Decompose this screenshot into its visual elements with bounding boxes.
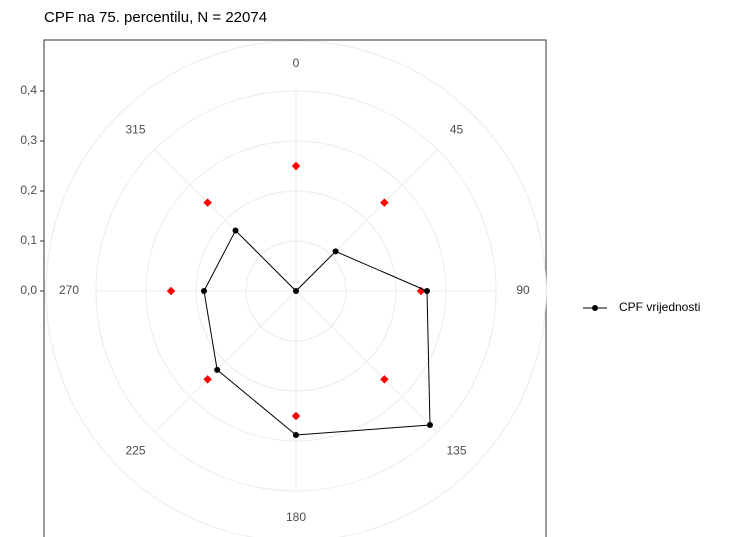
angle-label: 135 (446, 444, 466, 458)
series-line (203, 229, 431, 436)
series-point (232, 227, 239, 234)
threshold-point (380, 198, 389, 207)
y-tick-label: 0,3 (20, 133, 37, 147)
chart-title: CPF na 75. percentilu, N = 22074 (44, 9, 267, 26)
threshold-point (380, 375, 389, 384)
angle-label: 0 (293, 56, 300, 70)
series-point (293, 432, 299, 438)
legend-point (592, 305, 598, 311)
angle-label: 45 (450, 123, 464, 137)
angle-label: 90 (516, 283, 530, 297)
series-point (214, 366, 221, 373)
threshold-point (203, 198, 212, 207)
y-tick-label: 0,0 (20, 283, 37, 297)
angle-label: 270 (59, 283, 79, 297)
threshold-point (166, 286, 176, 296)
grid-spoke (295, 290, 438, 433)
angle-label: 225 (125, 444, 145, 458)
grid-spoke (154, 290, 297, 433)
series-point (424, 288, 430, 294)
legend-label: CPF vrijednosti (619, 300, 700, 314)
threshold-point (291, 161, 301, 171)
angle-label: 180 (286, 510, 306, 524)
y-tick-label: 0,1 (20, 233, 37, 247)
series-point (332, 248, 339, 255)
threshold-point (203, 375, 212, 384)
y-tick-label: 0,2 (20, 183, 37, 197)
angle-label: 315 (125, 123, 145, 137)
series-point (293, 288, 299, 294)
series-point (426, 421, 433, 428)
series-point (201, 288, 207, 294)
y-tick-label: 0,4 (20, 83, 37, 97)
threshold-point (291, 411, 301, 421)
grid-circle-outer (45, 40, 547, 537)
